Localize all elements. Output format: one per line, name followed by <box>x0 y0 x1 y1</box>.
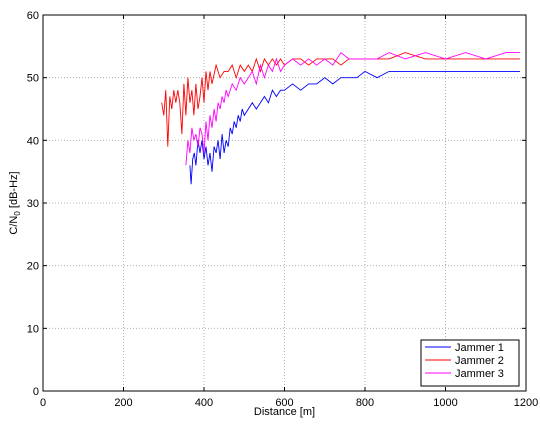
x-tick-label: 200 <box>114 397 132 409</box>
y-axis-label-main: C/N <box>8 216 20 235</box>
y-axis-label: C/N0 [dB-Hz] <box>8 171 22 234</box>
x-axis-label: Distance [m] <box>254 406 315 418</box>
grid-lines <box>43 15 526 391</box>
x-tick-label: 600 <box>275 397 293 409</box>
x-tick-label: 1200 <box>514 397 538 409</box>
y-tick-label: 50 <box>27 73 39 85</box>
legend-label: Jammer 2 <box>455 355 504 367</box>
y-tick-label: 10 <box>27 323 39 335</box>
series-line-jammer-3 <box>185 51 520 166</box>
y-tick-label: 30 <box>27 198 39 210</box>
legend-box <box>420 339 520 387</box>
y-axis-label-subscript: 0 <box>13 211 22 216</box>
legend-label: Jammer 1 <box>455 342 504 354</box>
y-tick-label: 20 <box>27 261 39 273</box>
y-tick-label: 40 <box>27 135 39 147</box>
x-tick-label: 1000 <box>433 397 457 409</box>
x-tick-label: 800 <box>356 397 374 409</box>
y-axis-label-unit: [dB-Hz] <box>8 171 20 211</box>
series-line-jammer-1 <box>189 70 520 185</box>
legend-label: Jammer 3 <box>455 368 504 380</box>
y-tick-label: 0 <box>33 386 39 398</box>
x-tick-label: 400 <box>195 397 213 409</box>
y-tick-label: 60 <box>27 10 39 22</box>
x-tick-label: 0 <box>40 397 46 409</box>
axis-ticks: 0 200 400 600 800 1000 1200 0 10 20 30 40 50 60 <box>27 10 538 409</box>
series-layer <box>161 51 520 185</box>
